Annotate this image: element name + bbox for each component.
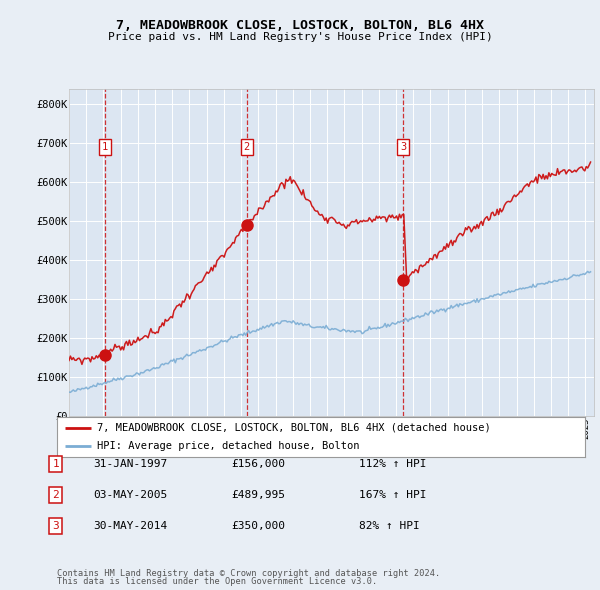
Text: 03-MAY-2005: 03-MAY-2005 xyxy=(93,490,167,500)
Text: 3: 3 xyxy=(52,521,59,530)
Text: This data is licensed under the Open Government Licence v3.0.: This data is licensed under the Open Gov… xyxy=(57,578,377,586)
Text: 3: 3 xyxy=(400,142,406,152)
Text: £350,000: £350,000 xyxy=(231,521,285,530)
Text: 7, MEADOWBROOK CLOSE, LOSTOCK, BOLTON, BL6 4HX (detached house): 7, MEADOWBROOK CLOSE, LOSTOCK, BOLTON, B… xyxy=(97,423,490,433)
Text: 82% ↑ HPI: 82% ↑ HPI xyxy=(359,521,419,530)
Text: 2: 2 xyxy=(52,490,59,500)
Text: 7, MEADOWBROOK CLOSE, LOSTOCK, BOLTON, BL6 4HX: 7, MEADOWBROOK CLOSE, LOSTOCK, BOLTON, B… xyxy=(116,19,484,32)
Text: 112% ↑ HPI: 112% ↑ HPI xyxy=(359,460,426,469)
Text: 2: 2 xyxy=(244,142,250,152)
Text: £156,000: £156,000 xyxy=(231,460,285,469)
Text: 1: 1 xyxy=(52,460,59,469)
Text: 30-MAY-2014: 30-MAY-2014 xyxy=(93,521,167,530)
Text: 167% ↑ HPI: 167% ↑ HPI xyxy=(359,490,426,500)
Text: £489,995: £489,995 xyxy=(231,490,285,500)
Text: 1: 1 xyxy=(101,142,108,152)
Text: Contains HM Land Registry data © Crown copyright and database right 2024.: Contains HM Land Registry data © Crown c… xyxy=(57,569,440,578)
Text: Price paid vs. HM Land Registry's House Price Index (HPI): Price paid vs. HM Land Registry's House … xyxy=(107,32,493,42)
Text: HPI: Average price, detached house, Bolton: HPI: Average price, detached house, Bolt… xyxy=(97,441,359,451)
Text: 31-JAN-1997: 31-JAN-1997 xyxy=(93,460,167,469)
